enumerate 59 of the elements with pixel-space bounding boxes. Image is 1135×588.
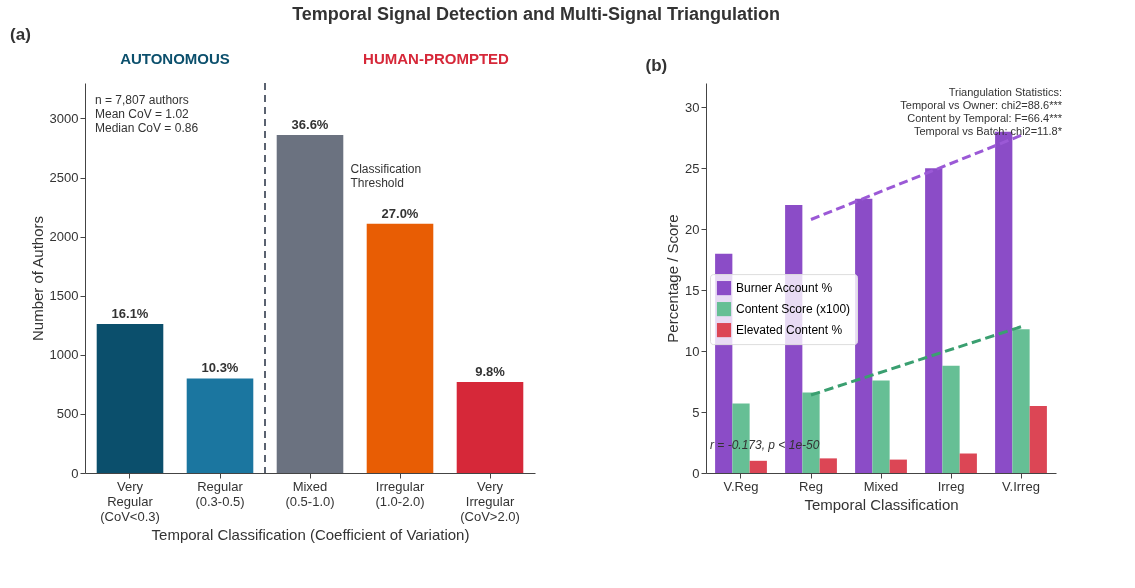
annotation: n = 7,807 authors Mean CoV = 1.02 Median CoV = 0.86	[95, 93, 199, 135]
bar	[889, 459, 907, 473]
bar	[819, 458, 837, 473]
x-tick-label: Mixed	[863, 478, 899, 494]
annotation: 10.3%	[201, 360, 239, 376]
y-tick-label: 30	[685, 99, 700, 115]
chart-title: (a)	[10, 25, 31, 44]
bar	[96, 324, 164, 473]
bar	[456, 382, 524, 473]
legend-label: Elevated Content %	[736, 323, 843, 338]
bar	[276, 135, 344, 473]
y-tick-label: 1000	[49, 347, 79, 363]
x-tick-label: V.Reg	[723, 478, 759, 494]
text: AUTONOMOUS	[120, 50, 230, 67]
x-tick-label: Regular (0.3-0.5)	[195, 478, 245, 509]
y-tick-label: 15	[685, 282, 700, 298]
x-tick-label: Mixed (0.5-1.0)	[285, 478, 335, 509]
y-axis-title: Percentage / Score	[664, 214, 682, 343]
x-tick-label: Reg	[799, 478, 823, 494]
annotation: Classification Threshold	[350, 161, 422, 190]
y-tick-label: 2000	[49, 229, 79, 245]
y-axis-title: Number of Authors	[28, 215, 46, 342]
text: Triangulation Statistics: Temporal vs Owner: chi2=88.6*** Content by Temporal: F=66.4*** Temporal vs Batch: chi2=11.8*	[900, 86, 1062, 137]
y-tick-label: 0	[692, 465, 700, 481]
bar	[855, 198, 873, 473]
legend-label: Content Score (x100)	[736, 302, 851, 317]
legend-label: Burner Account %	[736, 281, 833, 296]
x-tick-label: Very Regular (CoV<0.3)	[100, 478, 160, 524]
bar	[749, 460, 767, 473]
annotation: 36.6%	[291, 117, 329, 132]
y-tick-label: 500	[56, 406, 79, 422]
annotation: 16.1%	[111, 306, 149, 322]
y-tick-label: 1500	[49, 288, 79, 304]
x-tick-label: Very Irregular (CoV>2.0)	[460, 478, 520, 524]
bar	[186, 378, 254, 473]
bar	[1029, 405, 1047, 473]
bar	[366, 223, 434, 473]
x-tick-label: Irregular (1.0-2.0)	[375, 478, 425, 509]
bar	[925, 168, 943, 473]
bar	[1012, 329, 1030, 473]
text: Temporal Signal Detection and Multi-Signal Triangulation	[292, 4, 780, 24]
x-axis-title: Temporal Classification	[804, 495, 959, 513]
annotation: 9.8%	[475, 364, 506, 379]
y-tick-label: 3000	[49, 110, 79, 126]
y-tick-label: 0	[71, 465, 79, 481]
x-tick-label: V.Irreg	[1002, 478, 1040, 494]
y-tick-label: 10	[685, 343, 700, 359]
x-tick-label: Irreg	[937, 478, 965, 494]
y-tick-label: 20	[685, 221, 700, 237]
chart-title: (b)	[645, 56, 668, 75]
text: HUMAN-PROMPTED	[363, 50, 510, 67]
bar	[872, 380, 890, 473]
x-axis-title: Temporal Classification (Coefficient of Variation)	[151, 525, 470, 543]
bar	[959, 453, 977, 473]
y-tick-label: 25	[685, 160, 700, 176]
y-tick-label: 5	[692, 404, 700, 420]
annotation: 27.0%	[381, 205, 419, 221]
y-tick-label: 2500	[49, 170, 79, 186]
bar	[942, 365, 960, 473]
